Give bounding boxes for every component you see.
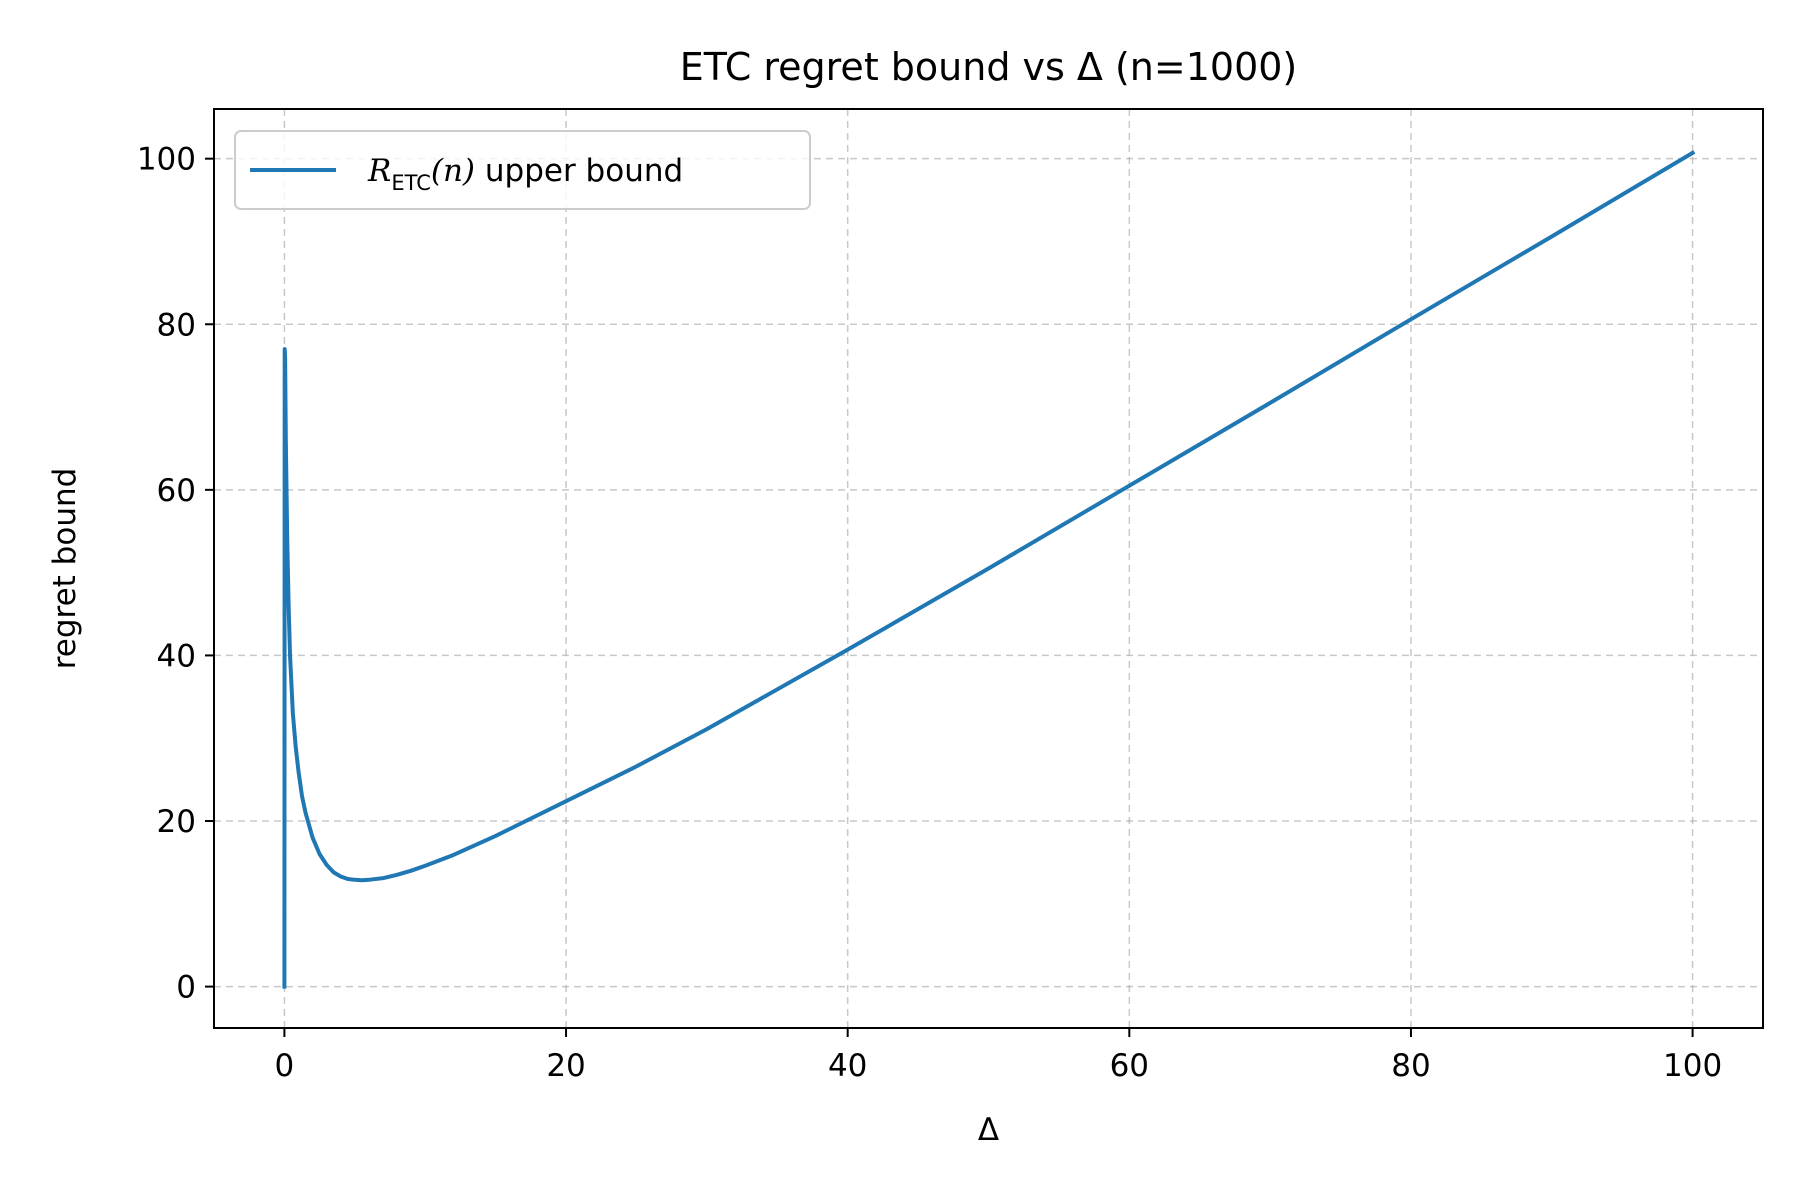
x-tick-label: 40	[828, 1048, 867, 1084]
plot-frame	[213, 108, 1764, 1029]
y-tick-label: 40	[157, 638, 196, 674]
x-tick-label: 60	[1110, 1048, 1149, 1084]
x-tick-label: 100	[1663, 1048, 1722, 1084]
legend-label-rest: upper bound	[475, 153, 683, 189]
y-tick-label: 0	[176, 970, 196, 1006]
x-tick-label: 20	[546, 1048, 585, 1084]
y-tick-label: 20	[157, 804, 196, 840]
x-axis-label: Δ	[978, 1112, 999, 1148]
chart-title: ETC regret bound vs Δ (n=1000)	[680, 45, 1298, 89]
legend-label-argument: (n)	[431, 153, 475, 189]
series-group	[282, 150, 1696, 989]
legend-label: RETC(n) upper bound	[367, 153, 683, 195]
ticks: 0 20 40 60 80 100 0 20 40 60 80 100	[137, 142, 1722, 1084]
y-tick-label: 100	[137, 142, 196, 178]
y-tick-label: 60	[157, 473, 196, 509]
legend-label-subscript: ETC	[391, 171, 431, 195]
series-line	[282, 150, 1696, 989]
y-axis-label: regret bound	[47, 468, 83, 670]
x-tick-label: 0	[275, 1048, 295, 1084]
y-tick-label: 80	[157, 307, 196, 343]
legend-box	[234, 130, 811, 210]
x-tick-label: 80	[1391, 1048, 1430, 1084]
legend-label-main: R	[367, 153, 391, 189]
legend: RETC(n) upper bound	[234, 130, 811, 210]
